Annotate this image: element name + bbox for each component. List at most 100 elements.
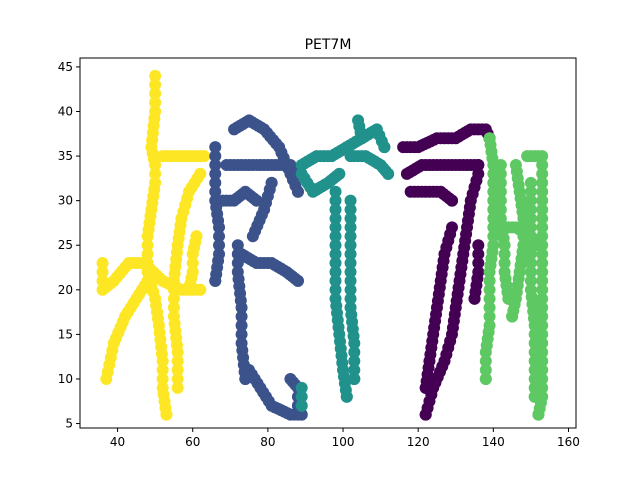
scatter-point xyxy=(149,78,162,91)
scatter-point xyxy=(498,257,511,270)
scatter-point xyxy=(329,248,342,261)
scatter-point xyxy=(536,185,549,198)
scatter-point xyxy=(149,69,162,82)
scatter-point xyxy=(235,319,248,332)
scatter-point xyxy=(156,364,169,377)
scatter-point xyxy=(167,310,180,323)
scatter-point xyxy=(329,212,342,225)
points-layer xyxy=(96,69,549,421)
scatter-point xyxy=(160,408,173,421)
scatter-point xyxy=(344,203,357,216)
scatter-point xyxy=(494,185,507,198)
scatter-point xyxy=(329,257,342,270)
scatter-point xyxy=(536,194,549,207)
scatter-point xyxy=(524,212,537,225)
scatter-point xyxy=(472,239,485,252)
x-tick-label: 120 xyxy=(407,435,430,449)
scatter-point xyxy=(524,194,537,207)
x-tick-label: 140 xyxy=(482,435,505,449)
scatter-point xyxy=(209,185,222,198)
scatter-point xyxy=(295,390,308,403)
scatter-point xyxy=(487,230,500,243)
scatter-point xyxy=(524,230,537,243)
x-tick-label: 60 xyxy=(185,435,200,449)
scatter-point xyxy=(479,372,492,385)
scatter-point xyxy=(498,248,511,261)
scatter-point xyxy=(494,167,507,180)
scatter-point xyxy=(536,274,549,287)
scatter-point xyxy=(209,176,222,189)
scatter-point xyxy=(483,274,496,287)
scatter-point xyxy=(446,194,458,207)
scatter-point xyxy=(483,265,496,278)
scatter-point xyxy=(213,239,226,252)
scatter-point xyxy=(472,248,485,261)
scatter-point xyxy=(506,310,519,323)
scatter-point xyxy=(536,158,549,171)
scatter-point xyxy=(329,221,342,234)
scatter-point xyxy=(209,150,222,163)
scatter-point xyxy=(479,346,492,359)
scatter-point xyxy=(528,319,541,332)
scatter-point xyxy=(483,310,496,323)
scatter-point xyxy=(344,265,357,278)
scatter-point xyxy=(494,176,507,189)
y-tick-label: 30 xyxy=(58,194,73,208)
scatter-point xyxy=(348,364,361,377)
scatter-point xyxy=(528,328,541,341)
scatter-point xyxy=(528,390,541,403)
scatter-point xyxy=(190,230,203,243)
y-tick-label: 25 xyxy=(58,238,73,252)
y-axis-ticks: 5 10 15 20 25 30 35 40 45 xyxy=(58,60,80,431)
scatter-point xyxy=(329,230,342,243)
scatter-point xyxy=(524,239,537,252)
scatter-point xyxy=(186,257,199,270)
scatter-point xyxy=(483,292,496,305)
series-2 xyxy=(295,114,395,412)
scatter-point xyxy=(536,292,549,305)
scatter-point xyxy=(171,372,184,385)
scatter-point xyxy=(344,248,357,261)
scatter-point xyxy=(167,283,180,296)
scatter-point xyxy=(344,212,357,225)
series-3 xyxy=(397,123,496,421)
scatter-point xyxy=(96,265,109,278)
scatter-point xyxy=(524,176,537,189)
scatter-point xyxy=(141,239,154,252)
scatter-point xyxy=(194,167,207,180)
scatter-point xyxy=(209,141,222,154)
x-tick-label: 80 xyxy=(260,435,275,449)
scatter-point xyxy=(149,158,162,171)
scatter-point xyxy=(209,274,222,287)
scatter-point xyxy=(333,167,346,180)
scatter-point xyxy=(171,381,184,394)
scatter-point xyxy=(536,221,549,234)
scatter-point xyxy=(235,310,248,323)
x-axis-ticks: 40 60 80 100 120 140 160 xyxy=(110,428,580,449)
axes-frame xyxy=(79,57,577,429)
scatter-point xyxy=(494,203,507,216)
scatter-point xyxy=(329,239,342,252)
series-4 xyxy=(479,132,549,421)
scatter-point xyxy=(524,221,537,234)
scatter-point xyxy=(348,355,361,368)
x-tick-label: 100 xyxy=(332,435,355,449)
x-tick-label: 160 xyxy=(557,435,580,449)
scatter-point xyxy=(209,158,222,171)
scatter-point xyxy=(348,372,361,385)
scatter-point xyxy=(524,203,537,216)
series-1 xyxy=(209,114,308,421)
chart-title: PET7M xyxy=(305,37,352,53)
scatter-point xyxy=(355,132,368,145)
scatter-point xyxy=(141,274,154,287)
scatter-point xyxy=(479,364,492,377)
scatter-point xyxy=(524,274,537,287)
scatter-point xyxy=(344,274,357,287)
scatter-point xyxy=(156,372,169,385)
scatter-point xyxy=(250,194,263,207)
scatter-point xyxy=(536,257,549,270)
scatter-point xyxy=(528,337,541,350)
scatter-point xyxy=(494,158,507,171)
scatter-point xyxy=(209,167,222,180)
scatter-point xyxy=(536,265,549,278)
